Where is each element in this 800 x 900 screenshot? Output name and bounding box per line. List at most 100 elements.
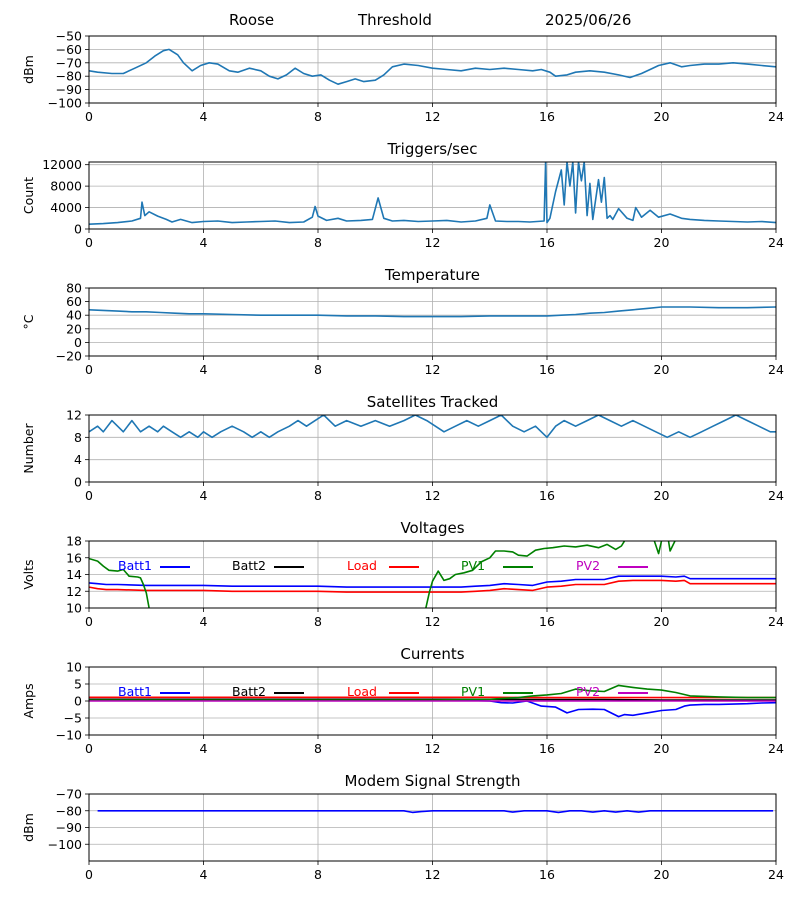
x-tick-label: 16 (539, 614, 555, 629)
y-tick-label: 12 (66, 408, 82, 423)
y-tick-label: −60 (56, 42, 82, 57)
x-tick-label: 0 (85, 362, 93, 377)
x-tick-label: 20 (654, 235, 670, 250)
y-tick-label: 5 (74, 677, 82, 692)
panel-title: Triggers/sec (387, 140, 478, 158)
x-tick-label: 12 (425, 109, 441, 124)
legend-label: Load (347, 558, 377, 573)
x-tick-label: 8 (314, 741, 322, 756)
x-tick-label: 12 (425, 741, 441, 756)
y-tick-label: −70 (56, 787, 82, 802)
legend-label: Batt2 (232, 558, 266, 573)
x-tick-label: 16 (539, 741, 555, 756)
station-name: Roose (229, 11, 275, 29)
panel-title: Temperature (384, 266, 480, 284)
legend-label: PV1 (461, 684, 485, 699)
x-tick-label: 12 (425, 362, 441, 377)
plot-frame (88, 666, 777, 736)
y-tick-label: 0 (74, 475, 82, 490)
x-tick-label: 8 (314, 235, 322, 250)
legend-label: PV1 (461, 558, 485, 573)
y-tick-label: −20 (56, 349, 82, 364)
x-tick-label: 8 (314, 614, 322, 629)
panel-signal: 0 4 8 12 16 20 24 −50−60−70−80−90−100 dBm (21, 29, 784, 125)
panel-title: Modem Signal Strength (345, 772, 521, 790)
y-tick-label: 8 (74, 430, 82, 445)
y-tick-label: 0 (74, 335, 82, 350)
y-tick-label: 12000 (42, 157, 82, 172)
x-tick-label: 4 (200, 109, 208, 124)
panel-title: Satellites Tracked (367, 393, 498, 411)
x-tick-label: 4 (200, 488, 208, 503)
y-tick-label: −100 (48, 837, 82, 852)
y-tick-label: −80 (56, 69, 82, 84)
x-tick-label: 0 (85, 614, 93, 629)
y-tick-label: 4000 (50, 200, 82, 215)
date-label: 2025/06/26 (545, 11, 632, 29)
legend-label: Batt1 (118, 684, 152, 699)
plot-frame (88, 793, 777, 862)
y-tick-label: 0 (74, 694, 82, 709)
y-axis-label: Number (21, 423, 36, 474)
x-tick-label: 20 (654, 867, 670, 882)
y-axis-label: °C (21, 314, 36, 329)
legend-label: Batt2 (232, 684, 266, 699)
series-line-triggers (89, 162, 776, 225)
y-tick-label: −10 (56, 728, 82, 743)
x-tick-label: 8 (314, 362, 322, 377)
series-line-voltages-batt1 (89, 575, 776, 588)
y-tick-label: 14 (66, 567, 82, 582)
x-tick-label: 16 (539, 867, 555, 882)
y-tick-label: 4 (74, 452, 82, 467)
y-tick-label: 60 (66, 294, 82, 309)
x-tick-label: 12 (425, 867, 441, 882)
y-tick-label: 80 (66, 281, 82, 296)
y-axis-label: Amps (21, 683, 36, 718)
panel-modem: 0 4 8 12 16 20 24 −70−80 −90 −100 Modem Signal Str… (21, 772, 784, 882)
series-line-modem (97, 809, 774, 814)
x-tick-label: 20 (654, 741, 670, 756)
x-tick-label: 4 (200, 741, 208, 756)
y-axis-label: Volts (21, 559, 36, 589)
y-tick-label: −90 (56, 820, 82, 835)
x-tick-label: 8 (314, 867, 322, 882)
series-line-satellites (89, 415, 776, 439)
y-tick-label: 20 (66, 321, 82, 336)
series-line-voltages-pv1 (89, 541, 676, 608)
plot-frame (88, 287, 777, 357)
legend-label: PV2 (576, 684, 600, 699)
x-tick-label: 24 (768, 488, 784, 503)
x-tick-label: 20 (654, 109, 670, 124)
plot-frame (88, 540, 777, 609)
x-tick-label: 0 (85, 235, 93, 250)
y-tick-label: 40 (66, 308, 82, 323)
panel-title: Voltages (400, 519, 464, 537)
x-tick-label: 20 (654, 614, 670, 629)
y-tick-label: 0 (74, 222, 82, 237)
series-line-signal (89, 48, 776, 85)
y-tick-label: −80 (56, 803, 82, 818)
plot-frame (88, 414, 777, 483)
x-tick-label: 4 (200, 867, 208, 882)
y-tick-label: 10 (66, 660, 82, 675)
x-tick-label: 24 (768, 235, 784, 250)
panel-satellites: 0 4 8 12 16 20 24 12 8 4 0 Satellites Tracked Number (21, 393, 784, 503)
legend-label: Batt1 (118, 558, 152, 573)
y-tick-label: −70 (56, 55, 82, 70)
y-tick-label: −100 (48, 96, 82, 111)
x-tick-label: 16 (539, 109, 555, 124)
x-tick-label: 8 (314, 109, 322, 124)
y-tick-label: 18 (66, 534, 82, 549)
x-tick-label: 16 (539, 488, 555, 503)
y-tick-label: 8000 (50, 179, 82, 194)
panel-title: Currents (400, 645, 464, 663)
x-tick-label: 0 (85, 109, 93, 124)
y-tick-label: 12 (66, 584, 82, 599)
x-tick-label: 12 (425, 614, 441, 629)
y-axis-label: dBm (21, 55, 36, 84)
panel-triggers: 0 4 8 12 16 20 24 12000 8000 4000 0 Triggers/sec Cou… (21, 140, 784, 250)
